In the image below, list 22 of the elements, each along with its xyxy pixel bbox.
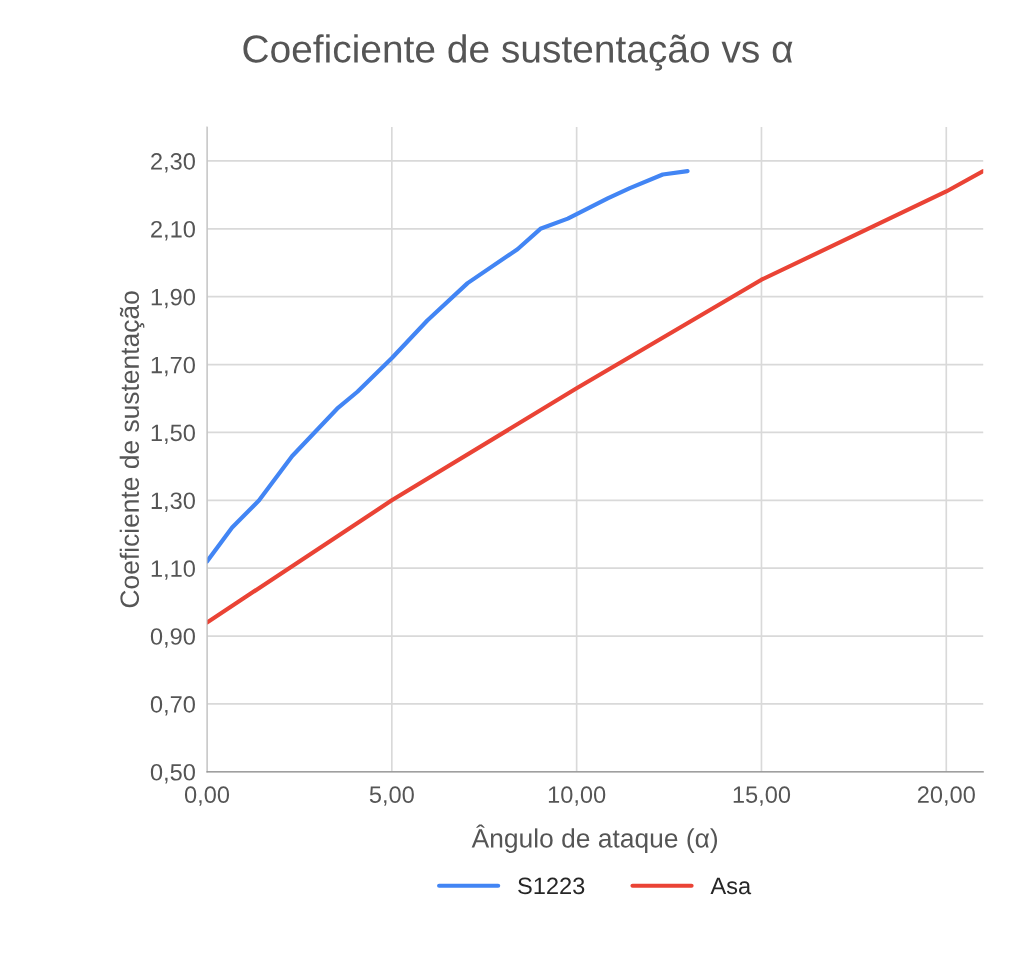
y-tick-label: 0,70: [150, 696, 195, 716]
y-tick-label: 0,50: [150, 763, 195, 784]
y-tick-label: 2,30: [151, 153, 195, 173]
x-tick-label: 5,00: [369, 786, 414, 806]
y-axis-title: Coeficiente de sustentação: [119, 291, 145, 608]
y-tick-label: 1,10: [151, 560, 195, 580]
x-tick-label: 0,00: [184, 786, 230, 806]
y-tick-label: 2,10: [151, 220, 195, 241]
legend-label: Asa: [710, 877, 752, 895]
legend-label: S1223: [518, 877, 585, 895]
line-series: [207, 169, 690, 564]
x-tick-label: 20,00: [917, 786, 975, 806]
chart-title: Coeficiente de sustentação vs α: [243, 34, 793, 71]
y-tick-label: 0,90: [150, 628, 195, 648]
x-axis-title: Ângulo de ataque (α): [471, 824, 718, 853]
y-tick-label: 1,30: [151, 492, 195, 512]
x-tick-label: 15,00: [733, 786, 791, 806]
y-tick-label: 1,90: [151, 288, 195, 309]
x-tick-label: 10,00: [548, 786, 606, 806]
y-tick-label: 1,50: [151, 424, 195, 445]
line-series: [207, 169, 984, 625]
y-tick-label: 1,70: [151, 356, 195, 377]
